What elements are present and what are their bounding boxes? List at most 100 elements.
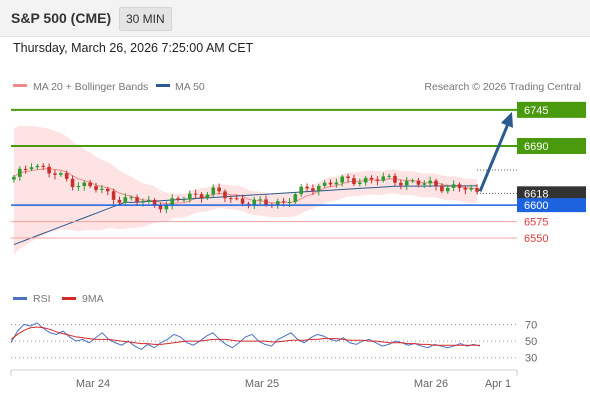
candle-body <box>299 186 303 195</box>
candle-body <box>252 199 257 206</box>
candle-body <box>53 173 57 175</box>
candle-body <box>246 203 251 206</box>
support-label: 6575 <box>524 217 548 229</box>
resistance-label-box <box>517 101 586 118</box>
candle-body <box>188 193 192 200</box>
bollinger-legend-label: MA 20 + Bollinger Bands <box>33 81 148 93</box>
candle-body <box>381 176 386 181</box>
candle-body <box>146 199 151 202</box>
candle-body <box>469 188 474 190</box>
rsi-tick-label: 30 <box>525 353 537 365</box>
interval-selector[interactable]: 30 MIN <box>119 7 172 31</box>
candle-body <box>117 199 122 203</box>
rsi-tick-label: 50 <box>525 336 537 348</box>
candle-body <box>100 188 104 190</box>
candle-body <box>293 194 298 203</box>
x-tick-label: Mar 24 <box>76 378 110 390</box>
candle-body <box>182 199 186 201</box>
instrument-title: S&P 500 (CME) <box>11 10 112 26</box>
candle-body <box>176 198 180 200</box>
candle-body <box>358 182 362 184</box>
candle-body <box>94 186 98 190</box>
candle-body <box>70 178 75 188</box>
resistance-label-box <box>517 138 586 154</box>
chart-datetime: Thursday, March 26, 2026 7:25:00 AM CET <box>13 41 254 55</box>
resistance-label: 6690 <box>524 141 548 153</box>
candle-body <box>105 188 110 192</box>
candle-body <box>158 205 163 210</box>
candle-body <box>363 177 368 183</box>
candle-body <box>340 176 345 183</box>
ma50-legend-label: MA 50 <box>175 81 205 93</box>
candle-body <box>35 165 40 168</box>
candle-body <box>29 167 34 170</box>
candle-body <box>334 182 339 185</box>
candle-body <box>240 198 245 204</box>
candle-body <box>281 201 286 203</box>
rsi-ma-legend-swatch <box>62 297 76 300</box>
price-plot <box>12 125 479 255</box>
candle-body <box>305 186 309 189</box>
candle-body <box>223 191 227 199</box>
bollinger-band <box>13 125 478 255</box>
candle-body <box>475 188 479 192</box>
candle-body <box>375 179 380 181</box>
candle-body <box>369 177 374 180</box>
candle-body <box>404 180 409 186</box>
candle-body <box>199 194 204 199</box>
x-tick-label: Apr 1 <box>485 378 511 390</box>
candle-body <box>287 202 292 204</box>
candle-body <box>59 173 63 175</box>
rsi-ma-legend-label: 9MA <box>82 293 104 305</box>
rsi-plot: 70 50 30 <box>10 319 537 365</box>
candle-body <box>135 197 139 203</box>
candle-body <box>445 187 450 192</box>
rsi-legend-label: RSI <box>33 293 51 305</box>
projection-arrow-head <box>501 111 513 128</box>
candle-body <box>451 184 456 188</box>
ma50-line <box>13 185 478 246</box>
rsi-line <box>10 322 481 350</box>
price-legend: MA 20 + Bollinger Bands MA 50 Research ©… <box>13 81 581 93</box>
candle-body <box>41 165 46 167</box>
candle-body <box>457 184 462 188</box>
candle-body <box>193 193 198 195</box>
candle-body <box>211 187 216 195</box>
candle-body <box>152 199 157 206</box>
candle-body <box>12 176 16 180</box>
candle-body <box>23 168 28 170</box>
candle-body <box>428 180 432 184</box>
candle-body <box>141 201 145 203</box>
candle-body <box>322 182 327 186</box>
rsi-tick-label: 70 <box>525 319 537 331</box>
candle-body <box>328 182 333 185</box>
pivot-label: 6600 <box>524 200 548 212</box>
candle-body <box>463 187 468 190</box>
candle-body <box>164 204 169 210</box>
candle-body <box>399 182 403 186</box>
chart-header: S&P 500 (CME) 30 MIN <box>0 0 590 37</box>
support-label: 6550 <box>524 233 548 245</box>
candle-body <box>258 199 262 201</box>
candle-body <box>416 180 421 185</box>
candle-body <box>346 176 350 179</box>
candle-body <box>170 198 175 205</box>
x-tick-label: Mar 26 <box>414 378 448 390</box>
candle-body <box>434 180 438 186</box>
candle-body <box>387 175 391 177</box>
candle-body <box>64 173 69 179</box>
candle-body <box>229 198 233 200</box>
candle-body <box>311 188 315 191</box>
candle-body <box>352 178 356 184</box>
candle-body <box>205 194 210 199</box>
candle-body <box>440 185 444 192</box>
x-tick-label: Mar 25 <box>245 378 279 390</box>
candle-body <box>17 168 22 177</box>
rsi-ma-line <box>10 326 480 346</box>
ma50-legend-swatch <box>156 84 170 87</box>
current-price-box <box>517 186 586 201</box>
rsi-legend: RSI 9MA <box>13 293 104 305</box>
time-axis: Mar 24 Mar 25 Mar 26 Apr 1 <box>76 378 511 390</box>
